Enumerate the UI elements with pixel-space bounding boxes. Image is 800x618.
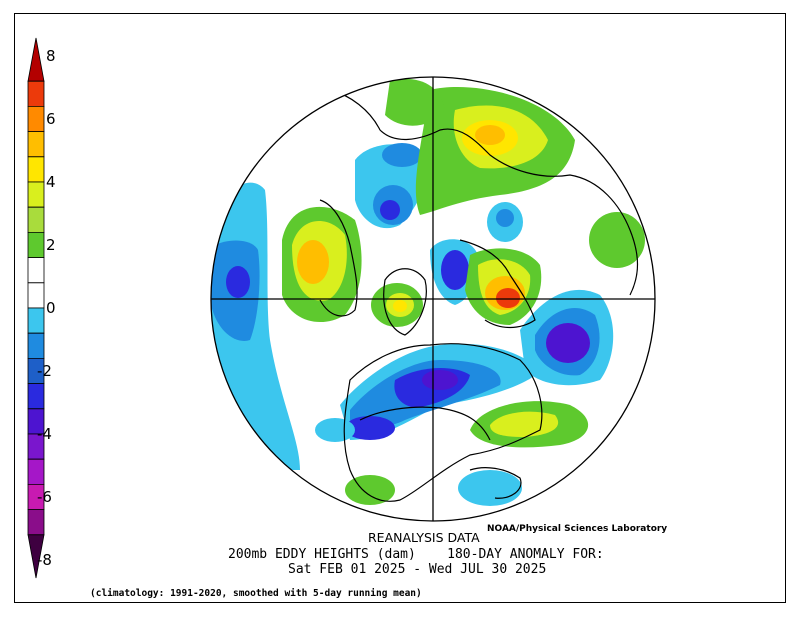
color-bar-tick-label: 8 (46, 47, 56, 65)
anomaly-arctic-core (380, 200, 400, 220)
credit-label: NOAA/Physical Sciences Laboratory (487, 524, 668, 534)
color-bar-tick-label: -8 (37, 551, 52, 569)
color-bar-segment (27, 106, 45, 132)
anomaly-arctic-north (382, 143, 422, 167)
anomaly-alaska-core (297, 240, 329, 284)
figure-frame (14, 13, 786, 603)
color-bar-segment (27, 37, 45, 82)
title-line-2: 200mb EDDY HEIGHTS (dam) 180-DAY ANOMALY… (228, 547, 604, 562)
anomaly-greenland-core (393, 300, 407, 312)
color-bar-tick-label: 2 (46, 236, 56, 254)
anomaly-pacific-core (226, 266, 250, 298)
anomaly-atlantic-pos2 (490, 411, 559, 437)
color-bar-segment (27, 257, 45, 284)
anomaly-eurasia-core (496, 209, 514, 227)
coastlines (319, 89, 639, 502)
climatology-note: (climatology: 1991-2020, smoothed with 5… (90, 588, 422, 599)
title-line-3: Sat FEB 01 2025 - Wed JUL 30 2025 (288, 562, 547, 577)
anomaly-namerica-core (422, 370, 458, 390)
anomaly-siberia-core2 (475, 125, 505, 145)
map-boundary (210, 76, 656, 522)
color-bar-segment (27, 534, 45, 579)
color-bar-segment (27, 458, 45, 485)
title-line-1: REANALYSIS DATA (368, 530, 480, 545)
color-bar-segment (27, 232, 45, 258)
anomaly-pole-core (441, 250, 469, 290)
anomaly-caribbean-pos (458, 470, 522, 506)
anomaly-arctic-pos (385, 78, 445, 126)
anomaly-asia-pos (589, 212, 645, 268)
color-bar-segment (27, 206, 45, 233)
color-bar-segment (27, 332, 45, 359)
anomaly-fields (211, 77, 655, 521)
anomaly-europe-core (496, 288, 520, 308)
color-bar-segment (27, 509, 45, 536)
anomaly-atlantic-core (546, 323, 590, 363)
anomaly-pacific-pos (315, 418, 355, 442)
color-bar-segment (27, 307, 45, 334)
color-bar-segment (27, 131, 45, 158)
color-bar-tick-label: -2 (37, 362, 52, 380)
color-bar-tick-label: -4 (37, 425, 52, 443)
color-bar-segment (27, 181, 45, 208)
color-bar-segment (27, 156, 45, 183)
color-bar-segment (27, 282, 45, 309)
color-bar-tick-label: 4 (46, 173, 56, 191)
anomaly-mexico-pos (345, 475, 395, 505)
color-bar-segment (27, 80, 45, 107)
anomaly-namerica-south (345, 416, 395, 440)
color-bar-segment (27, 383, 45, 410)
color-bar-tick-label: 0 (46, 299, 56, 317)
color-bar-tick-label: -6 (37, 488, 52, 506)
color-bar-tick-label: 6 (46, 110, 56, 128)
color-bar (27, 37, 45, 579)
